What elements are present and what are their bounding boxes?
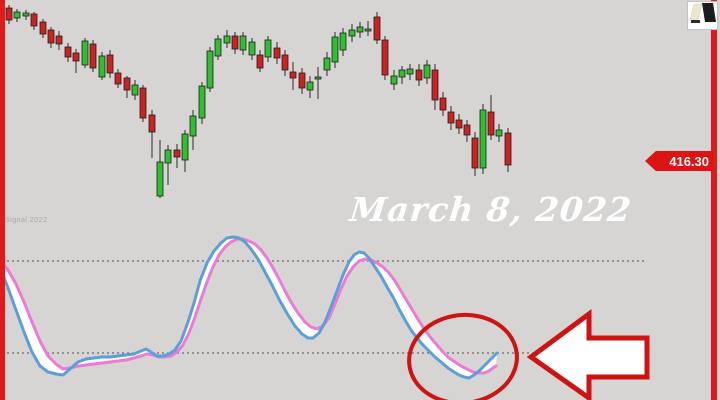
price-tag-value: 416.30 [669, 153, 709, 169]
price-tag: 416.30 [645, 151, 713, 171]
red-border-left-line [0, 0, 5, 400]
brand-logo-icon [687, 1, 718, 30]
red-border-right-line [711, 0, 717, 400]
indicator-watermark-label: Signal 2022 [5, 217, 48, 224]
brand-logo-glyph [689, 3, 716, 23]
